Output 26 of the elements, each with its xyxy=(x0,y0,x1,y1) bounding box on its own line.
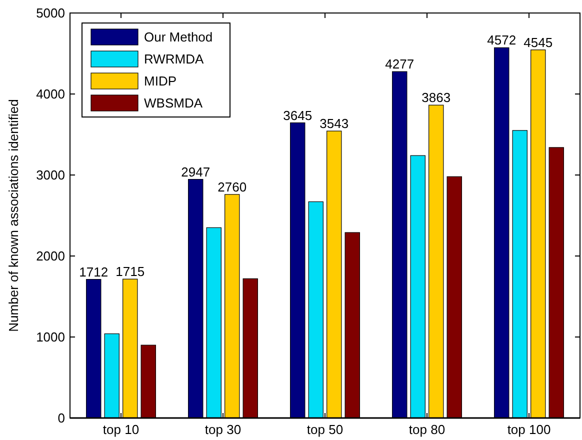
legend-label: RWRMDA xyxy=(144,52,204,67)
x-tick-label: top 50 xyxy=(306,422,344,437)
data-label: 4572 xyxy=(487,32,516,48)
y-tick-label: 5000 xyxy=(36,6,65,21)
y-axis-title: Number of known associations identified xyxy=(6,99,21,332)
y-tick-label: 0 xyxy=(58,410,65,426)
y-tick-label: 4000 xyxy=(36,86,65,102)
x-tick-label: top 100 xyxy=(507,422,551,437)
data-label: 2760 xyxy=(218,179,247,194)
legend-label: MIDP xyxy=(144,74,176,89)
y-tick-label: 2000 xyxy=(36,248,65,264)
data-label: 1715 xyxy=(116,264,145,280)
x-tick-label: top 10 xyxy=(102,422,140,437)
x-tick-label: top 30 xyxy=(204,422,242,437)
data-label: 3543 xyxy=(320,116,349,132)
legend-label: Our Method xyxy=(144,30,213,45)
data-label: 3863 xyxy=(422,90,451,106)
data-label: 3645 xyxy=(283,108,312,123)
data-label: 4545 xyxy=(524,34,553,50)
y-tick-label: 3000 xyxy=(36,168,65,183)
data-label: 2947 xyxy=(181,164,210,180)
data-label: 1712 xyxy=(79,264,108,280)
x-tick-label: top 80 xyxy=(408,422,446,437)
data-label: 4277 xyxy=(385,56,414,72)
y-tick-label: 1000 xyxy=(36,330,65,345)
legend-label: WBSMDA xyxy=(144,96,203,111)
